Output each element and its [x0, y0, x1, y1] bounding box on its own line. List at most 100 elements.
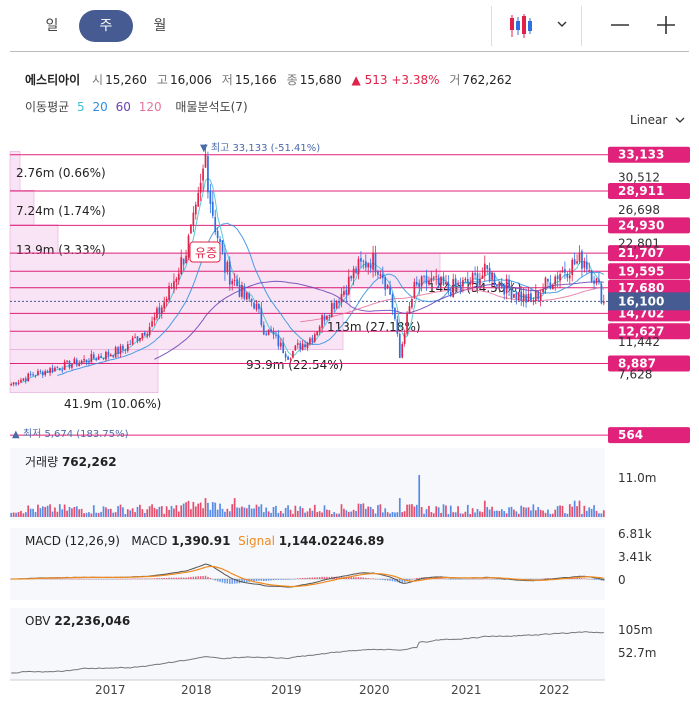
volume-bar [527, 507, 530, 517]
volume-bar [170, 506, 173, 517]
candle-body [88, 361, 90, 363]
candle-body [420, 276, 423, 286]
candle-body [503, 285, 506, 295]
macd-histogram-bar [44, 578, 46, 580]
candle-body [90, 354, 93, 363]
candle-body [595, 278, 598, 284]
volume-profile-label[interactable]: 매물분석도(7) [175, 100, 248, 114]
price-level-tag [608, 355, 690, 372]
candle-body [248, 293, 251, 299]
x-axis-tick-label: 2019 [271, 683, 302, 697]
candle-body [100, 355, 102, 358]
volume-bar [117, 506, 119, 517]
candle-body [452, 279, 455, 297]
macd-histogram-bar [61, 578, 63, 580]
volume-bar [350, 511, 353, 517]
macd-histogram-bar [153, 578, 156, 579]
event-badge [189, 241, 221, 263]
close-value: 15,680 [299, 73, 342, 87]
volume-value: 762,262 [462, 73, 512, 87]
volume-bar [318, 511, 321, 517]
candle-body [464, 278, 467, 281]
candle-body [598, 279, 600, 283]
volume-bar [301, 508, 304, 517]
macd-histogram-bar [537, 579, 539, 580]
obv-label: OBV [25, 614, 51, 628]
candle-body [194, 204, 197, 215]
macd-histogram-bar [462, 579, 464, 580]
macd-histogram-bar [532, 579, 535, 580]
candle-body [394, 307, 396, 319]
candle-body [56, 367, 59, 368]
macd-histogram-bar [102, 579, 105, 580]
macd-histogram-bar [68, 578, 71, 580]
macd-histogram-bar [110, 579, 112, 580]
candle-body [112, 355, 115, 357]
candle-body [306, 342, 309, 349]
candle-body [209, 191, 212, 204]
macd-histogram-bar [403, 579, 406, 583]
moving-average-label[interactable]: 이동평균 [25, 100, 70, 114]
volume-bar [126, 509, 129, 517]
volume-bar [231, 504, 234, 517]
volume-bar [420, 507, 423, 517]
macd-histogram-bar [195, 576, 197, 579]
candle-body [564, 269, 566, 273]
volume-bar [551, 513, 554, 517]
minus-icon [611, 24, 629, 26]
candle-body [430, 277, 433, 283]
price-level-tag [608, 323, 690, 340]
change-value: ▲ 513 [351, 73, 388, 87]
macd-histogram-bar [440, 578, 442, 579]
candle-body [581, 251, 583, 269]
volume-bar [199, 502, 202, 517]
volume-bar [204, 498, 207, 517]
volume-bar [396, 512, 399, 517]
tab-daily[interactable]: 일 [45, 18, 59, 34]
volume-bar [197, 503, 200, 517]
zoom-in-button[interactable] [652, 11, 680, 39]
macd-histogram-bar [360, 577, 362, 579]
chart-type-dropdown[interactable] [500, 12, 570, 40]
macd-histogram-bar [272, 579, 275, 581]
volume-bar [466, 504, 469, 517]
macd-histogram-bar [46, 578, 49, 580]
candle-body [588, 270, 591, 271]
macd-histogram-bar [328, 576, 331, 579]
scale-mode-dropdown[interactable]: Linear [630, 113, 685, 127]
macd-histogram-bar [59, 578, 61, 580]
candle-body [573, 259, 576, 265]
candle-body [350, 275, 353, 279]
macd-histogram-bar [270, 579, 272, 581]
volume-bar [20, 510, 22, 517]
macd-histogram-bar [226, 579, 229, 584]
volume-bar [134, 512, 136, 517]
macd-histogram-bar [258, 579, 260, 581]
macd-histogram-bar [583, 578, 586, 579]
tab-monthly[interactable]: 월 [153, 18, 167, 34]
candle-body [114, 347, 117, 358]
volume-bar [44, 506, 47, 517]
zoom-out-button[interactable] [606, 11, 634, 39]
macd-histogram-bar [202, 575, 204, 579]
price-level-tag [608, 245, 690, 262]
candle-body [190, 224, 192, 234]
volume-bar [158, 506, 161, 517]
macd-histogram-bar [471, 578, 474, 580]
macd-histogram-bar [316, 577, 318, 579]
candle-body [381, 274, 384, 279]
candle-body [105, 351, 107, 360]
price-axis-label: 26,698 [618, 203, 660, 217]
volume-bar [216, 509, 219, 517]
macd-histogram-bar [207, 576, 209, 579]
volume-bar [192, 501, 195, 517]
macd-histogram-bar [90, 578, 93, 580]
volume-bar [258, 506, 260, 517]
candle-body [236, 279, 238, 287]
volume-pane-bg [10, 448, 605, 520]
candle-body [61, 369, 64, 371]
volume-bar [542, 510, 544, 517]
macd-histogram-bar [535, 579, 537, 580]
tab-weekly[interactable]: 주 [79, 10, 133, 42]
